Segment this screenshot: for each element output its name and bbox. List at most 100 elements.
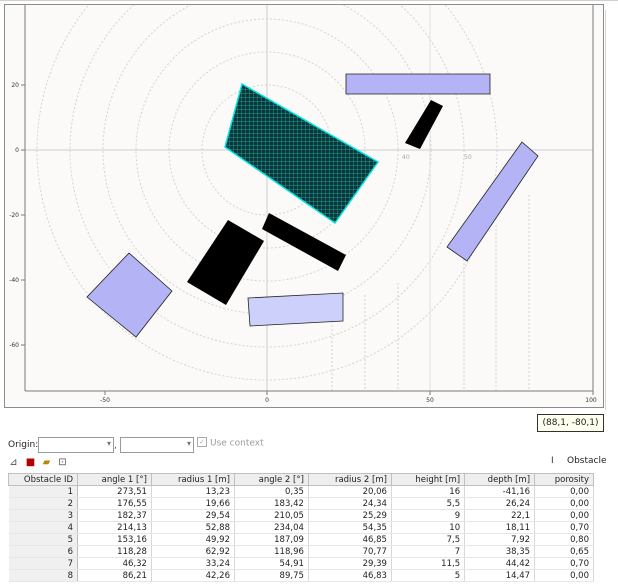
obstacle-table[interactable]: Obstacle ID angle 1 [°] radius 1 [m] ang… [8,473,594,582]
table-row[interactable]: 1 273,51 13,23 0,35 20,06 16 -41,16 0,00 [8,485,594,498]
table-cell[interactable]: -41,16 [464,485,536,498]
table-cell[interactable]: 0,00 [534,509,594,522]
table-cell[interactable]: 118,28 [77,545,152,558]
obstacle-id-cell[interactable]: 8 [8,569,78,582]
table-cell[interactable]: 10 [391,521,466,534]
obstacle-plot[interactable]: 40 50 -50 0 [4,4,604,408]
table-cell[interactable]: 176,55 [77,497,152,510]
table-cell[interactable]: 89,75 [234,569,309,582]
table-cell[interactable]: 5,5 [391,497,466,510]
table-row[interactable]: 2 176,55 19,66 183,42 24,34 5,5 26,24 0,00 [8,497,594,510]
obstacle-id-cell[interactable]: 5 [8,533,78,546]
table-cell[interactable]: 9 [391,509,466,522]
obstacle-id-cell[interactable]: 3 [8,509,78,522]
table-cell[interactable]: 26,24 [464,497,536,510]
table-cell[interactable]: 0,80 [534,533,594,546]
table-cell[interactable]: 29,54 [151,509,235,522]
table-cell[interactable]: 14,47 [464,569,536,582]
delete-icon[interactable]: ■ [25,457,36,468]
table-cell[interactable]: 0,00 [534,497,594,510]
column-header[interactable]: radius 1 [m] [150,473,235,486]
obstacle-black-small[interactable] [405,100,443,149]
obstacle-id-cell[interactable]: 4 [8,521,78,534]
table-cell[interactable]: 54,91 [234,557,309,570]
obstacle-lightblue-bottom[interactable] [247,292,344,327]
table-cell[interactable]: 33,24 [151,557,235,570]
open-folder-icon[interactable]: ▰ [42,457,51,468]
table-cell[interactable]: 0,35 [234,485,309,498]
add-icon[interactable]: ⊿ [9,457,18,468]
obstacle-id-cell[interactable]: 7 [8,557,78,570]
origin-x-combobox[interactable]: ▾ [38,437,114,453]
table-cell[interactable]: 62,92 [151,545,235,558]
table-cell[interactable]: 29,39 [308,557,392,570]
table-cell[interactable]: 25,29 [308,509,392,522]
use-context-checkbox[interactable]: ✓ Use context [197,437,264,449]
table-cell[interactable]: 38,35 [464,545,536,558]
table-cell[interactable]: 42,26 [151,569,235,582]
obstacle-selected[interactable] [224,82,380,225]
chevron-down-icon[interactable]: ▾ [186,439,191,448]
column-header[interactable]: angle 2 [°] [233,473,309,486]
table-cell[interactable]: 16 [391,485,466,498]
column-header[interactable]: angle 1 [°] [77,473,152,486]
table-cell[interactable]: 0,00 [534,485,594,498]
table-cell[interactable]: 24,34 [308,497,392,510]
table-cell[interactable]: 44,42 [464,557,536,570]
table-cell[interactable]: 0,70 [534,521,594,534]
table-cell[interactable]: 5 [391,569,466,582]
table-cell[interactable]: 187,09 [234,533,309,546]
obstacle-blue-left[interactable] [86,252,173,338]
column-header[interactable]: porosity [534,473,594,486]
table-cell[interactable]: 0,70 [534,557,594,570]
table-cell[interactable]: 273,51 [77,485,152,498]
table-cell[interactable]: 86,21 [77,569,152,582]
column-header[interactable]: Obstacle ID [8,473,78,486]
obstacle-black-large[interactable] [187,220,264,305]
origin-y-combobox[interactable]: ▾ [120,437,194,453]
obstacle-id-cell[interactable]: 2 [8,497,78,510]
obstacle-blue-top[interactable] [345,73,491,95]
table-cell[interactable]: 214,13 [77,521,152,534]
fit-view-icon[interactable]: ⊡ [58,457,67,468]
table-cell[interactable]: 52,88 [151,521,235,534]
chevron-down-icon[interactable]: ▾ [106,439,111,448]
table-cell[interactable]: 153,16 [77,533,152,546]
table-cell[interactable]: 7,92 [464,533,536,546]
table-cell[interactable]: 7 [391,545,466,558]
table-row[interactable]: 4 214,13 52,88 234,04 54,35 10 18,11 0,70 [8,521,594,534]
table-row[interactable]: 6 118,28 62,92 118,96 70,77 7 38,35 0,65 [8,545,594,558]
table-cell[interactable]: 0,00 [534,569,594,582]
table-cell[interactable]: 182,37 [77,509,152,522]
table-cell[interactable]: 20,06 [308,485,392,498]
obstacle-id-cell[interactable]: 6 [8,545,78,558]
obstacle-id-cell[interactable]: 1 [8,485,78,498]
column-header[interactable]: height [m] [390,473,466,486]
table-cell[interactable]: 18,11 [464,521,536,534]
table-cell[interactable]: 7,5 [391,533,466,546]
table-cell[interactable]: 234,04 [234,521,309,534]
table-cell[interactable]: 183,42 [234,497,309,510]
table-cell[interactable]: 0,65 [534,545,594,558]
tab-obstacle[interactable]: Obstacle [567,456,607,466]
table-row[interactable]: 7 46,32 33,24 54,91 29,39 11,5 44,42 0,70 [8,557,594,570]
table-cell[interactable]: 118,96 [234,545,309,558]
obstacle-blue-right[interactable] [446,141,539,262]
table-cell[interactable]: 210,05 [234,509,309,522]
table-row[interactable]: 8 86,21 42,26 89,75 46,83 5 14,47 0,00 [8,569,594,582]
table-cell[interactable]: 46,32 [77,557,152,570]
table-cell[interactable]: 46,83 [308,569,392,582]
table-cell[interactable]: 11,5 [391,557,466,570]
table-row[interactable]: 3 182,37 29,54 210,05 25,29 9 22,1 0,00 [8,509,594,522]
column-header[interactable]: depth [m] [464,473,536,486]
table-cell[interactable]: 70,77 [308,545,392,558]
table-cell[interactable]: 22,1 [464,509,536,522]
plot-canvas[interactable]: 40 50 -50 0 [5,5,603,407]
table-cell[interactable]: 54,35 [308,521,392,534]
table-cell[interactable]: 46,85 [308,533,392,546]
checkbox-icon[interactable]: ✓ [197,437,207,447]
table-cell[interactable]: 49,92 [151,533,235,546]
column-header[interactable]: radius 2 [m] [307,473,392,486]
table-cell[interactable]: 19,66 [151,497,235,510]
obstacle-black-bar[interactable] [262,213,346,271]
